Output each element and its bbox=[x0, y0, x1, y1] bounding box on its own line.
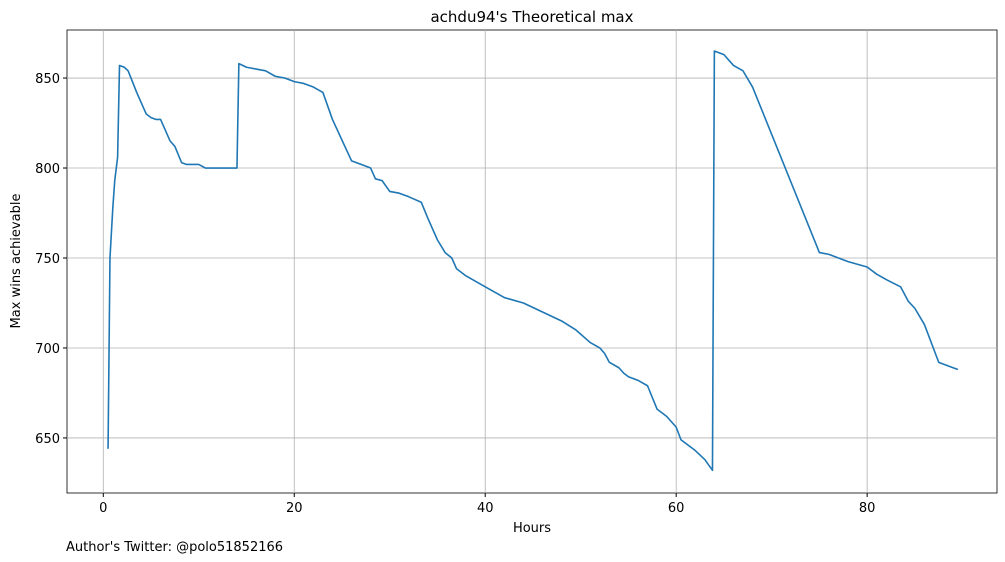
y-axis-label: Max wins achievable bbox=[9, 194, 24, 329]
y-tick-label: 750 bbox=[35, 252, 60, 267]
x-tick-label: 60 bbox=[668, 501, 685, 516]
annotation: Author's Twitter: @polo51852166 bbox=[66, 540, 283, 555]
x-tick-label: 0 bbox=[99, 501, 107, 516]
y-tick-label: 700 bbox=[35, 342, 60, 357]
x-tick-label: 40 bbox=[477, 501, 494, 516]
x-tick-label: 20 bbox=[286, 501, 303, 516]
y-tick-label: 650 bbox=[35, 432, 60, 447]
chart-title: achdu94's Theoretical max bbox=[430, 8, 633, 26]
x-tick-label: 80 bbox=[859, 501, 876, 516]
x-axis-label: Hours bbox=[513, 521, 551, 536]
plot-frame bbox=[66, 29, 998, 494]
data-line bbox=[107, 50, 959, 472]
y-tick-label: 800 bbox=[35, 162, 60, 177]
y-tick-label: 850 bbox=[35, 72, 60, 87]
